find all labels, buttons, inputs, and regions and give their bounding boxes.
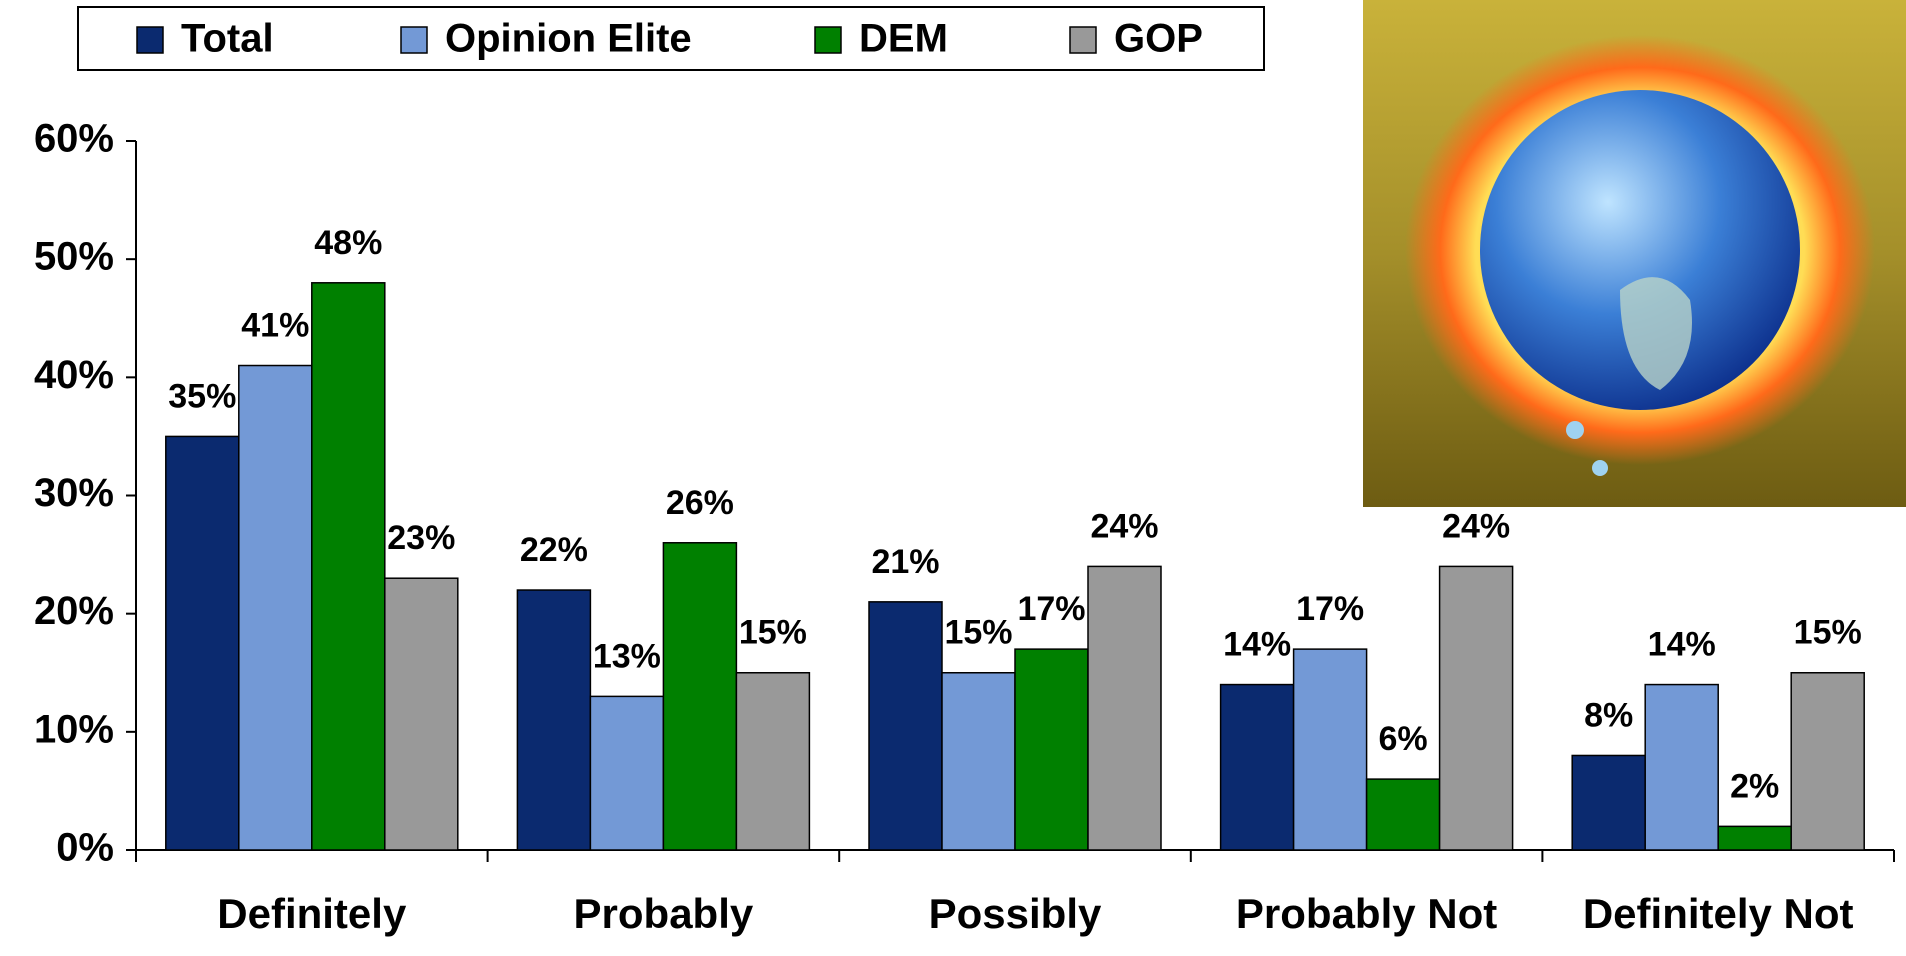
bar: [1438, 565, 1514, 851]
legend-swatch: [814, 26, 842, 54]
y-tick-label: 40%: [34, 353, 114, 397]
bar: [589, 695, 665, 851]
y-tick-label: 0%: [56, 826, 114, 870]
value-label: 48%: [314, 224, 382, 262]
legend-label: GOP: [1114, 17, 1203, 61]
value-label: 8%: [1584, 696, 1633, 734]
value-label: 15%: [1794, 614, 1862, 652]
bar: [1571, 754, 1646, 851]
bar: [1219, 683, 1295, 851]
value-label: 15%: [944, 614, 1012, 652]
bar: [1790, 672, 1865, 851]
value-label: 24%: [1442, 507, 1510, 545]
value-label: 26%: [666, 484, 734, 522]
value-label: 15%: [739, 614, 807, 652]
legend-label: DEM: [859, 17, 948, 61]
value-label: 23%: [387, 519, 455, 557]
value-label: 17%: [1296, 590, 1364, 628]
y-tick-label: 20%: [34, 589, 114, 633]
value-label: 41%: [241, 307, 309, 345]
legend-label: Opinion Elite: [445, 17, 692, 61]
y-tick-label: 50%: [34, 235, 114, 279]
y-tick-label: 60%: [34, 117, 114, 161]
bar: [868, 601, 943, 851]
bar: [1014, 648, 1089, 851]
picture: [1363, 0, 1906, 507]
value-label: 21%: [871, 543, 939, 581]
x-tick-label: Probably: [574, 890, 754, 937]
x-tick-label: Possibly: [929, 890, 1102, 937]
y-tick-label: 10%: [34, 707, 114, 751]
value-label: 35%: [168, 377, 236, 415]
legend-swatch: [1069, 26, 1097, 54]
bar: [941, 672, 1016, 851]
bar: [1644, 683, 1719, 851]
value-label: 17%: [1017, 590, 1085, 628]
x-tick-label: Probably Not: [1236, 890, 1497, 937]
bar: [1087, 565, 1162, 851]
bar: [1292, 648, 1368, 851]
x-tick-label: Definitely: [217, 890, 407, 937]
value-label: 2%: [1730, 767, 1779, 805]
bar: [662, 542, 738, 851]
bar: [384, 577, 459, 851]
legend-swatch: [136, 26, 164, 54]
value-label: 13%: [593, 637, 661, 675]
x-tick-label: Definitely Not: [1583, 890, 1854, 937]
bar: [1717, 825, 1792, 851]
legend-label: Total: [181, 17, 274, 61]
value-label: 22%: [520, 531, 588, 569]
bar: [1365, 778, 1441, 851]
value-label: 6%: [1379, 720, 1428, 758]
bar: [165, 435, 240, 851]
legend-swatch: [400, 26, 428, 54]
bar: [311, 282, 386, 851]
bar: [735, 672, 811, 851]
y-tick-label: 30%: [34, 471, 114, 515]
bar: [516, 589, 592, 851]
bar: [238, 364, 313, 851]
value-label: 14%: [1223, 626, 1291, 664]
value-label: 24%: [1090, 507, 1158, 545]
legend-box: [77, 6, 1265, 71]
value-label: 14%: [1648, 626, 1716, 664]
